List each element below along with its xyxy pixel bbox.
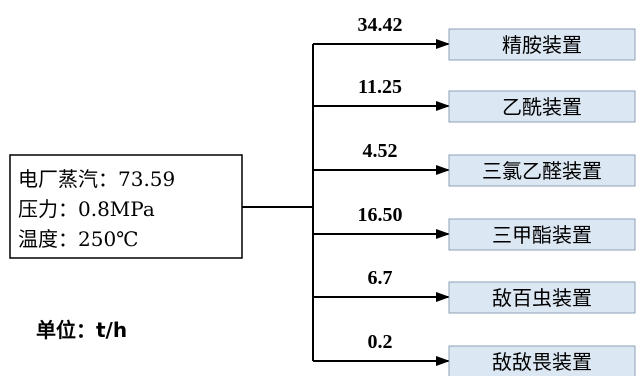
- source-line-steam: 电厂蒸汽：73.59: [18, 167, 175, 191]
- unit-label: 单位：t/h: [36, 318, 127, 342]
- branches: 34.42 精胺装置 11.25 乙酰装置 4.52 三氯乙醛装置 16.50 三甲酯装置 6.…: [313, 14, 636, 376]
- flow-value: 6.7: [368, 267, 393, 289]
- flow-value: 16.50: [358, 204, 403, 226]
- flow-value: 34.42: [358, 14, 403, 36]
- target-box: [448, 28, 636, 61]
- source-line-pressure: 压力：0.8MPa: [18, 197, 155, 221]
- branch: 6.7 敌百虫装置: [313, 267, 636, 314]
- target-box: [448, 281, 636, 314]
- flow-value: 11.25: [358, 76, 402, 98]
- target-box: [448, 218, 636, 251]
- source-line-temperature: 温度：250℃: [18, 227, 139, 251]
- branch: 4.52 三氯乙醛装置: [313, 140, 636, 187]
- target-label: 敌百虫装置: [492, 286, 592, 310]
- target-box: [448, 345, 636, 376]
- source-box: 电厂蒸汽：73.59 压力：0.8MPa 温度：250℃: [9, 154, 243, 259]
- target-label: 敌敌畏装置: [492, 350, 592, 374]
- target-label: 精胺装置: [502, 33, 582, 57]
- target-label: 三氯乙醛装置: [482, 159, 602, 183]
- branch: 0.2 敌敌畏装置: [313, 331, 636, 376]
- flow-value: 0.2: [368, 331, 393, 353]
- target-label: 三甲酯装置: [492, 223, 592, 247]
- flow-value: 4.52: [363, 140, 398, 162]
- branch: 11.25 乙酰装置: [313, 76, 636, 123]
- source-box-border: [9, 154, 243, 259]
- target-box: [448, 154, 636, 187]
- target-box: [448, 90, 636, 123]
- branch: 34.42 精胺装置: [313, 14, 636, 61]
- branch: 16.50 三甲酯装置: [313, 204, 636, 251]
- target-label: 乙酰装置: [502, 95, 582, 119]
